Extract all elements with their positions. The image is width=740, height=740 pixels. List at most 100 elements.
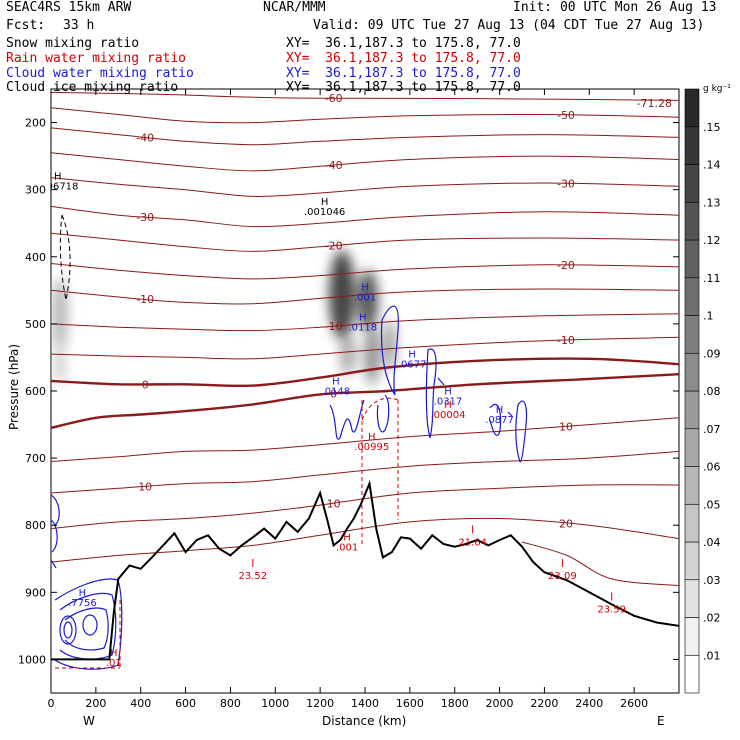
- colorbar-swatch: [684, 315, 700, 354]
- isotherm-line: [51, 313, 679, 332]
- snow-maximum-h: H: [321, 197, 329, 208]
- y-tick-label: 500: [25, 318, 46, 331]
- colorbar-swatch: [684, 428, 700, 467]
- center-name: NCAR/MMM: [263, 0, 326, 15]
- isotherm-label: 10: [559, 420, 573, 433]
- rain-maximum-h: H: [343, 533, 351, 544]
- isotherm-line: [51, 232, 679, 252]
- x-tick-label: 1200: [306, 697, 334, 710]
- colorbar: .01 .02 .03 .04 .05 .06 .07 .08 .09 .1 .11 .12 .13 .1…: [684, 88, 721, 694]
- isotherm-line: [51, 417, 679, 462]
- cloud-water-maximum-h: H: [361, 282, 369, 293]
- field-xy-cloud-water: XY= 36.1,187.3 to 175.8, 77.0: [286, 66, 521, 81]
- rain-maximum-h: H: [110, 648, 118, 659]
- colorbar-level: .12: [703, 234, 721, 247]
- colorbar-level: .07: [703, 423, 721, 436]
- cloud-water-maximum-value: .0877: [485, 415, 514, 426]
- x-tick-label: 0: [48, 697, 55, 710]
- rain-contours: [55, 397, 399, 669]
- colorbar-swatch: [684, 88, 700, 128]
- plot-content: -70-60-50-40-40-30-30-20-20-10-10-100010…: [51, 91, 679, 670]
- field-name-snow: Snow mixing ratio: [6, 36, 140, 51]
- x-tick-label: 2200: [530, 697, 558, 710]
- colorbar-level: .03: [703, 574, 721, 587]
- valid-time: Valid: 09 UTC Tue 27 Aug 13 (04 CDT Tue …: [313, 18, 705, 33]
- x-tick-label: 600: [175, 697, 196, 710]
- x-tick-label: 2400: [575, 697, 603, 710]
- terrain-height-label: 21.64: [458, 537, 487, 548]
- model-title: SEAC4RS 15km ARW: [6, 0, 132, 15]
- colorbar-swatch: [684, 503, 700, 543]
- terrain-line: [51, 479, 679, 661]
- colorbar-level: .14: [703, 159, 721, 172]
- axes: 0 200 400 600 800 1000 1200 1400 1600 1800 2000 220…: [18, 89, 679, 710]
- cloud-water-maximum-h: H: [496, 405, 504, 416]
- init-time: Init: 00 UTC Mon 26 Aug 13: [513, 0, 717, 15]
- x-axis-label: Distance (km): [322, 714, 407, 728]
- colorbar-level: .06: [703, 461, 721, 474]
- x-tick-label: 1400: [351, 697, 379, 710]
- colorbar-level: .08: [703, 385, 721, 398]
- terrain-height-label: 23.09: [548, 571, 577, 582]
- isotherm-label: -10: [325, 320, 343, 333]
- colorbar-swatch: [684, 164, 700, 203]
- rain-maximum-value: .01: [106, 658, 122, 669]
- colorbar-swatch: [684, 579, 700, 618]
- x-tick-label: 1000: [261, 697, 289, 710]
- colorbar-level: .1: [703, 310, 714, 323]
- snow-contour: [59, 214, 71, 301]
- x-tick-label: 800: [220, 697, 241, 710]
- isotherm-label: 10: [327, 497, 341, 510]
- field-xy-rain: XY= 36.1,187.3 to 175.8, 77.0: [286, 51, 521, 66]
- colorbar-swatch: [684, 201, 700, 241]
- isotherm-label: 20: [559, 517, 573, 530]
- colorbar-swatch: [684, 466, 700, 505]
- colorbar-swatch: [684, 654, 700, 694]
- isotherm-line: [51, 484, 679, 530]
- cloud-water-maximum-value: .0118: [348, 323, 377, 334]
- snow-maximum-value: .001046: [304, 207, 345, 218]
- terrain-height-label: 23.52: [239, 571, 268, 582]
- isotherm-line: [51, 177, 679, 197]
- field-name-rain: Rain water mixing ratio: [6, 51, 187, 66]
- y-axis-label: Pressure (hPa): [7, 343, 21, 431]
- field-name-cloud-ice: Cloud ice mixing ratio: [6, 80, 179, 95]
- field-name-cloud-water: Cloud water mixing ratio: [6, 66, 194, 81]
- isotherm-label: -40: [136, 131, 154, 144]
- colorbar-unit: g kg⁻¹: [703, 84, 731, 94]
- isotherm-label: -60: [325, 92, 343, 105]
- isotherm-line: [51, 263, 679, 280]
- isotherm-label: -30: [557, 177, 575, 190]
- rain-maximum-value: .00995: [354, 442, 389, 453]
- rain-maximum-h: H: [368, 432, 376, 443]
- cloud-water-maximum-value: .7756: [68, 598, 97, 609]
- x-tick-label: 1600: [396, 697, 424, 710]
- colorbar-swatch: [684, 390, 700, 430]
- fcst-label: Fcst:: [6, 18, 46, 33]
- y-tick-label: 1000: [18, 653, 46, 666]
- x-tick-label: 400: [130, 697, 151, 710]
- isotherm-line: [51, 288, 679, 305]
- isotherm-line: [51, 357, 679, 388]
- isotherm-label: 10: [138, 480, 152, 493]
- cloud-water-maximum-value: .0148: [322, 386, 351, 397]
- y-tick-label: 800: [25, 519, 46, 532]
- isotherm-label: -10: [136, 293, 154, 306]
- rain-maximum-value: .00004: [430, 410, 465, 421]
- colorbar-level: .01: [703, 649, 721, 662]
- isotherm-line: [51, 373, 679, 430]
- isotherm-line: [521, 541, 679, 587]
- y-tick-label: 600: [25, 385, 46, 398]
- cloud-water-maximum-h: H: [79, 588, 87, 599]
- east-label: E: [657, 714, 665, 728]
- colorbar-level: .05: [703, 498, 721, 511]
- isotherm-line: [51, 91, 679, 101]
- y-tick-label: 400: [25, 251, 46, 264]
- isotherm-line: [51, 152, 679, 172]
- cloud-water-maximum-value: .0677: [398, 360, 427, 371]
- rain-maximum-h: H: [444, 400, 452, 411]
- y-tick-label: 200: [25, 117, 46, 130]
- rain-maximum-value: .001: [336, 543, 358, 554]
- colorbar-swatch: [684, 352, 700, 392]
- isotherm-line: [51, 127, 679, 146]
